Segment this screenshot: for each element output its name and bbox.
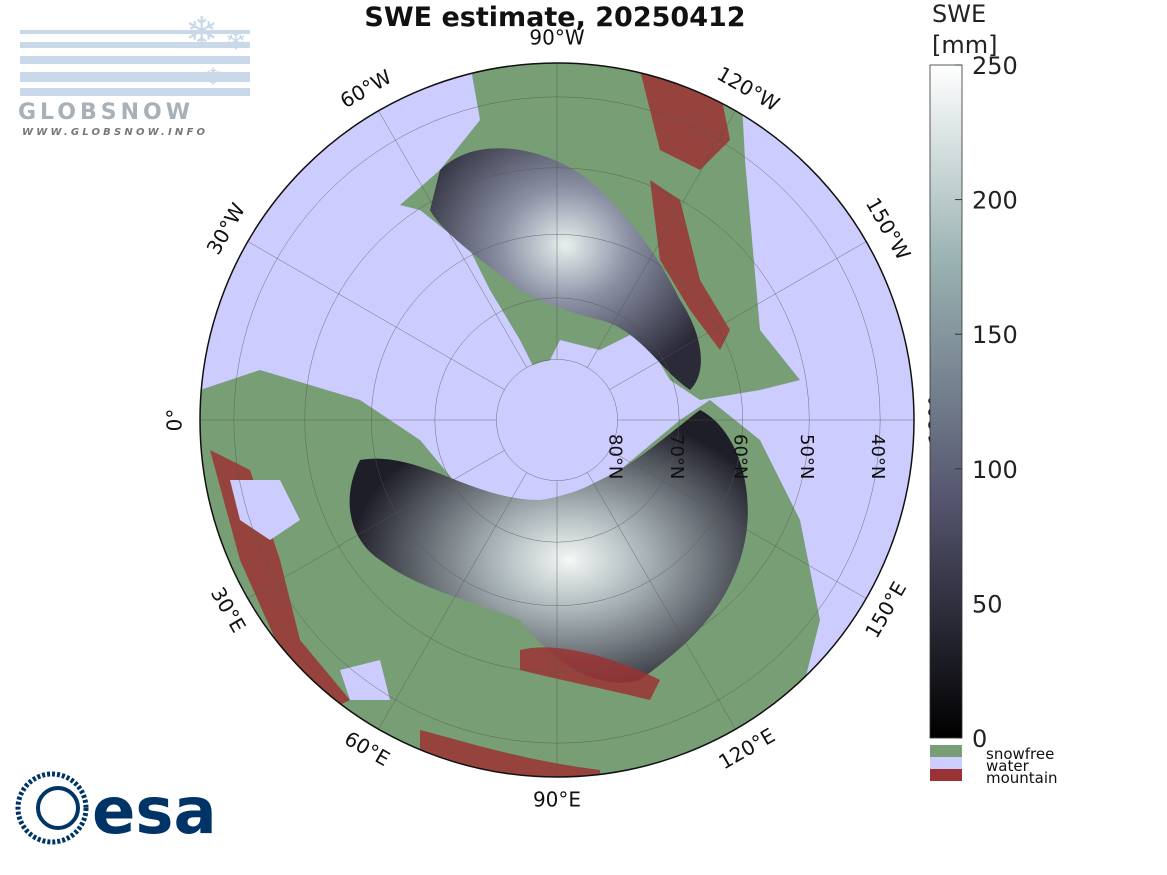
graticule [200, 63, 914, 777]
logo-text: esa [92, 775, 217, 849]
latitude-label: 70°N [666, 434, 687, 479]
colorbar-tick-label: 150 [972, 321, 1018, 349]
colorbar-label: [mm] [932, 31, 997, 59]
latitude-label: 60°N [730, 434, 751, 479]
meridian [587, 472, 736, 730]
latitude-label: 50°N [796, 434, 817, 479]
meridian [609, 450, 867, 599]
meridian [247, 450, 505, 599]
logo-globsnow: ❄ ❄ ❄ GLOBSNOW WWW.GLOBSNOW.INFO [18, 9, 250, 138]
colorbar-tick-label: 0 [972, 725, 987, 753]
legend-swatch [930, 745, 962, 757]
meridian [378, 110, 527, 368]
latitude-label: 40°N [867, 434, 888, 479]
meridian [378, 472, 527, 730]
meridian [587, 110, 736, 368]
legend-label: water [986, 757, 1030, 775]
longitude-label: 90°E [533, 788, 581, 812]
logo-esa: esa [15, 771, 217, 849]
longitude-label: 90°W [529, 26, 584, 50]
svg-text:❄: ❄ [185, 9, 219, 55]
colorbar-tick-label: 200 [972, 187, 1018, 215]
logo-text: GLOBSNOW [18, 100, 194, 125]
legend-label: snowfree [986, 745, 1054, 763]
legend-label: mountain [986, 769, 1058, 787]
colorbar [929, 64, 963, 739]
meridian [609, 241, 867, 390]
colorbar-tick-label: 100 [972, 456, 1018, 484]
meridian [247, 241, 505, 390]
map-frame [199, 62, 915, 778]
title: SWE estimate, 20250412 [364, 2, 745, 33]
colorbar-tick-label: 50 [972, 590, 1003, 618]
colorbar-tick-label: 250 [972, 52, 1018, 80]
longitude-label: 0° [163, 409, 187, 432]
latitude-label: 80°N [605, 434, 626, 479]
logo-url: WWW.GLOBSNOW.INFO [22, 127, 208, 138]
map-disc [200, 63, 914, 777]
colorbar-label: SWE [932, 0, 986, 28]
legend-swatch [930, 769, 962, 781]
svg-text:❄: ❄ [203, 63, 223, 91]
svg-text:❄: ❄ [225, 27, 247, 57]
legend-swatch [930, 757, 962, 769]
